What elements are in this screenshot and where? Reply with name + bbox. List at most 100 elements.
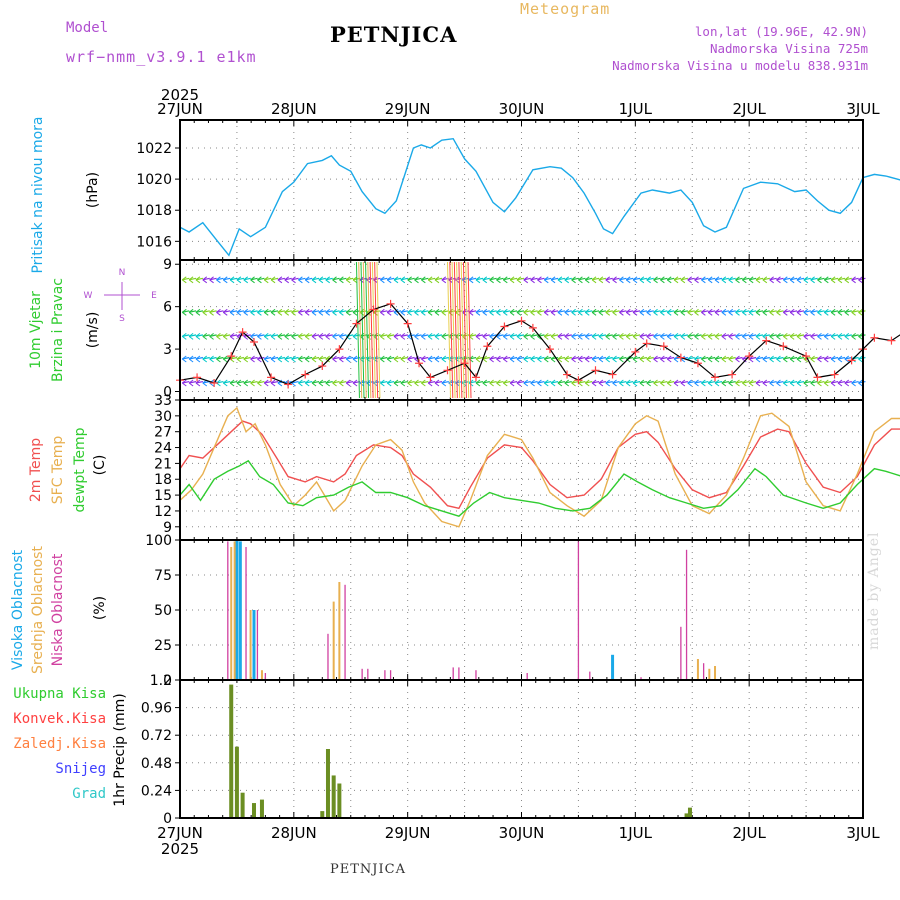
wind-arrow bbox=[858, 356, 866, 360]
wind-arrow bbox=[680, 380, 688, 384]
wind-arrow-head bbox=[584, 276, 590, 284]
wind-arrow bbox=[749, 334, 757, 337]
wind-arrow-head bbox=[735, 308, 740, 316]
wind-arrow-head bbox=[202, 276, 208, 284]
wind-arrow bbox=[810, 356, 818, 360]
wind-arrow-head bbox=[762, 308, 768, 316]
wind-arrow-head bbox=[304, 308, 310, 316]
y-tick-label: 1.2 bbox=[150, 673, 172, 689]
wind-arrow-head bbox=[386, 379, 392, 387]
wind-arrow bbox=[585, 277, 593, 281]
x-tick-label-top: 2JUL bbox=[733, 100, 767, 118]
wind-arrow-head bbox=[605, 276, 611, 284]
wind-arrow bbox=[694, 277, 702, 281]
wind-arrow bbox=[632, 380, 641, 384]
wind-arrow-head bbox=[222, 379, 228, 387]
wind-gust-marker bbox=[642, 339, 651, 348]
rain-bar bbox=[229, 684, 234, 818]
wind-arrow bbox=[475, 310, 484, 313]
wind-arrow bbox=[209, 277, 217, 281]
wind-arrow bbox=[694, 310, 702, 313]
wind-arrow-head bbox=[421, 276, 426, 284]
wind-arrow-head bbox=[188, 332, 194, 340]
rain-bar bbox=[331, 775, 336, 818]
wind-arrow-head bbox=[434, 308, 440, 316]
wind-arrow-streak bbox=[465, 261, 470, 399]
wind-arrow-head bbox=[475, 379, 481, 387]
wind-arrow bbox=[844, 380, 852, 384]
wind-arrow bbox=[660, 356, 668, 360]
wind-arrow bbox=[660, 310, 668, 313]
wind-arrow-head bbox=[639, 276, 645, 284]
wind-arrow-head bbox=[468, 276, 474, 284]
wind-arrow-head bbox=[543, 355, 549, 363]
wind-arrow bbox=[366, 334, 374, 337]
wind-arrow bbox=[243, 380, 251, 384]
wind-arrow-head bbox=[311, 379, 317, 387]
wind-arrow-head bbox=[789, 355, 795, 363]
wind-arrow-head bbox=[605, 308, 611, 316]
wind-arrow bbox=[803, 380, 811, 384]
wind-arrow-head bbox=[564, 332, 570, 340]
wind-arrow bbox=[339, 380, 347, 384]
cloud-title-high: Visoka Oblacnost bbox=[10, 549, 26, 670]
wind-arrow-head bbox=[666, 332, 672, 340]
wind-arrow bbox=[311, 310, 320, 313]
wind-arrow-head bbox=[666, 355, 672, 363]
wind-arrow bbox=[441, 334, 449, 337]
wind-arrow-head bbox=[537, 379, 542, 387]
wind-arrow bbox=[359, 310, 367, 313]
wind-arrow-head bbox=[612, 332, 617, 340]
wind-arrow-head bbox=[721, 276, 727, 284]
wind-arrow-head bbox=[509, 355, 515, 363]
wind-arrow bbox=[270, 356, 279, 360]
y-tick-label: 0 bbox=[163, 385, 172, 401]
wind-gust-marker bbox=[267, 373, 276, 382]
wind-arrow-head bbox=[325, 308, 331, 316]
wind-arrow-head bbox=[755, 355, 761, 363]
wind-arrow bbox=[701, 277, 709, 281]
wind-arrow bbox=[298, 310, 306, 313]
low-cloud-bar bbox=[458, 667, 460, 680]
wind-arrow bbox=[708, 277, 716, 281]
wind-arrow-head bbox=[584, 332, 590, 340]
wind-arrow-head bbox=[284, 332, 290, 340]
wind-arrow-head bbox=[496, 379, 501, 387]
wind-arrow bbox=[516, 380, 525, 384]
wind-arrow-head bbox=[769, 276, 774, 284]
wind-arrow bbox=[667, 334, 675, 337]
wind-arrow bbox=[496, 277, 504, 281]
rain-bar bbox=[234, 746, 239, 818]
wind-gust-marker bbox=[369, 305, 378, 314]
wind-arrow bbox=[229, 310, 238, 313]
precip-legend-item: Ukupna Kisa bbox=[13, 686, 106, 702]
wind-arrow bbox=[605, 277, 613, 281]
low-cloud-bar bbox=[367, 668, 369, 680]
pressure-panel-frame bbox=[179, 119, 864, 261]
wind-arrow-head bbox=[270, 379, 276, 387]
wind-arrow-head bbox=[523, 276, 529, 284]
wind-arrow bbox=[318, 380, 327, 384]
wind-arrow bbox=[783, 310, 791, 313]
wind-arrow bbox=[728, 277, 736, 281]
wind-arrow bbox=[441, 380, 449, 384]
wind-arrow bbox=[270, 310, 279, 313]
wind-arrow-head bbox=[284, 308, 290, 316]
wind-arrow-head bbox=[496, 308, 501, 316]
wind-arrow-head bbox=[427, 276, 433, 284]
wind-arrow bbox=[503, 277, 511, 281]
wind-arrow-head bbox=[605, 355, 611, 363]
wind-arrow-head bbox=[564, 308, 570, 316]
wind-arrow-head bbox=[714, 355, 720, 363]
wind-arrow bbox=[762, 356, 770, 360]
wind-gust-marker bbox=[745, 352, 754, 361]
wind-arrow bbox=[305, 277, 313, 281]
wind-arrow-head bbox=[823, 355, 829, 363]
wind-arrow-head bbox=[386, 276, 392, 284]
wind-arrow-head bbox=[578, 332, 583, 340]
wind-arrow-head bbox=[427, 355, 433, 363]
wind-arrow-head bbox=[735, 355, 740, 363]
wind-arrow bbox=[564, 334, 572, 337]
wind-arrow bbox=[824, 310, 832, 313]
wind-arrow bbox=[646, 277, 654, 281]
